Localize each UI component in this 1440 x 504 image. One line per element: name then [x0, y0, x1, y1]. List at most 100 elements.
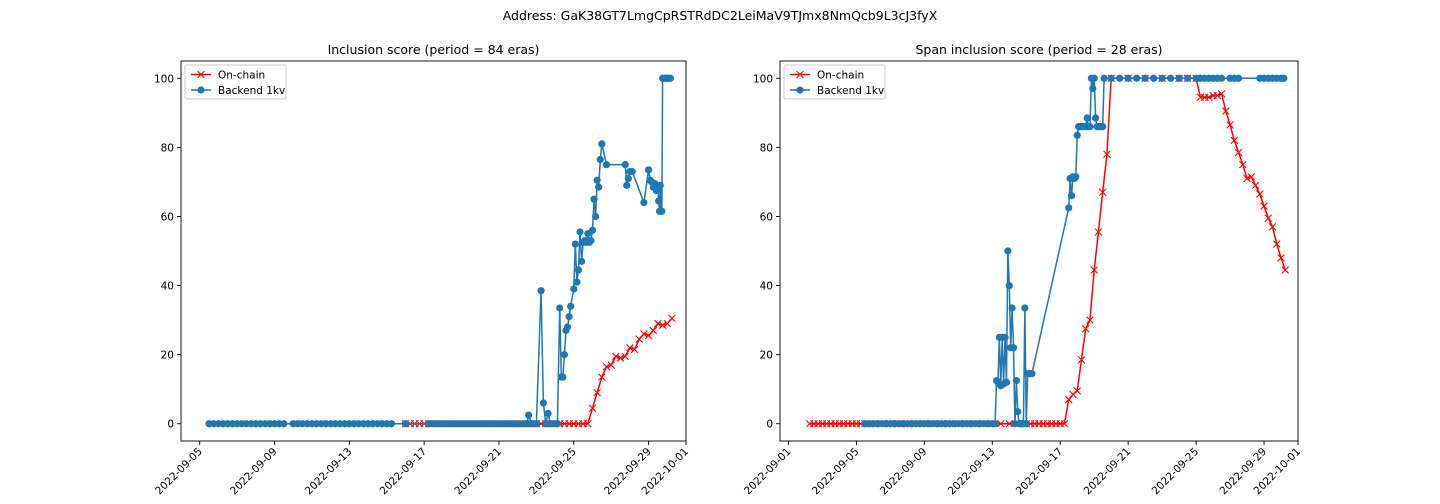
data-point	[1073, 131, 1081, 139]
data-point	[1277, 254, 1285, 262]
data-point	[1077, 356, 1086, 364]
series-backend-1kv	[861, 74, 1288, 428]
data-point	[593, 176, 601, 184]
data-point	[1213, 91, 1222, 100]
data-point	[626, 343, 634, 352]
data-point	[593, 388, 601, 397]
data-point	[621, 352, 630, 361]
data-point	[1175, 74, 1183, 82]
data-point	[588, 226, 597, 234]
data-point	[1086, 316, 1094, 324]
data-point	[1092, 114, 1100, 122]
x-tick-label: 2022-09-05	[810, 446, 862, 498]
data-point	[571, 240, 579, 248]
data-point	[595, 183, 603, 191]
legend-label: On-chain	[218, 69, 265, 81]
data-point	[596, 155, 604, 164]
data-point	[649, 326, 658, 335]
data-point	[560, 351, 569, 359]
y-tick-label: 80	[161, 142, 174, 154]
y-tick-label: 40	[161, 281, 174, 293]
data-point	[1005, 281, 1013, 290]
data-point	[1251, 181, 1260, 190]
data-point	[607, 361, 615, 369]
data-point	[1065, 204, 1073, 212]
legend-marker	[197, 70, 205, 79]
data-point	[1107, 74, 1115, 82]
data-point	[1133, 74, 1141, 82]
data-point	[640, 199, 648, 207]
data-point	[602, 362, 611, 371]
y-tick-label: 0	[167, 419, 174, 431]
data-point	[1008, 304, 1016, 312]
data-point	[624, 174, 632, 183]
data-point	[587, 237, 595, 245]
x-tick-label: 2022-09-01	[742, 446, 794, 498]
legend-label: Backend 1kv	[817, 85, 884, 97]
data-point	[658, 207, 666, 215]
data-point	[598, 140, 606, 148]
data-point	[1217, 74, 1226, 82]
data-point	[616, 354, 625, 362]
data-point	[1099, 123, 1107, 131]
data-point	[1022, 420, 1030, 428]
data-point	[563, 323, 572, 331]
data-point	[1083, 114, 1091, 122]
data-point	[1090, 266, 1098, 274]
data-point	[537, 287, 545, 295]
data-point	[628, 167, 636, 176]
x-tick-label: 2022-09-17	[378, 446, 430, 498]
legend-marker	[796, 70, 804, 79]
y-tick-label: 100	[154, 73, 174, 85]
data-point	[1150, 74, 1158, 82]
data-point	[1001, 333, 1009, 341]
data-point	[668, 314, 676, 323]
data-point	[1116, 74, 1124, 82]
data-point	[1264, 214, 1273, 222]
legend-label: On-chain	[817, 69, 864, 81]
figure-suptitle: Address: GaK38GT7LmgCpRSTRdDC2LeiMaV9TJm…	[502, 8, 938, 23]
x-tick-label: 2022-09-25	[527, 446, 579, 498]
data-point	[1005, 419, 1014, 428]
data-point	[1158, 74, 1166, 82]
series-line	[809, 77, 1286, 425]
data-point	[612, 352, 620, 361]
data-point	[651, 180, 659, 188]
data-point	[1069, 390, 1077, 399]
data-point	[576, 228, 584, 236]
series-line	[209, 77, 671, 425]
data-point	[621, 161, 629, 169]
x-tick-label: 2022-09-13	[946, 446, 998, 498]
data-point	[1009, 344, 1018, 352]
data-point	[1089, 85, 1097, 93]
data-point	[640, 330, 648, 338]
data-point	[1002, 378, 1011, 386]
inclusion-score-chart: Inclusion score (period = 84 eras) 0 20 40 6…	[153, 42, 691, 498]
x-tick-label: 2022-09-05	[153, 446, 205, 498]
x-tick-label: 2022-09-13	[303, 446, 355, 498]
data-point	[1094, 228, 1103, 236]
data-point	[1067, 192, 1076, 200]
y-tick-label: 60	[161, 211, 174, 223]
data-point	[991, 420, 999, 428]
data-point	[1141, 74, 1149, 82]
legend-marker	[796, 86, 804, 94]
data-point	[1014, 408, 1022, 416]
data-point	[1239, 160, 1247, 169]
data-point	[401, 420, 410, 428]
data-point	[658, 321, 667, 330]
data-point	[584, 419, 592, 428]
data-point	[602, 161, 611, 169]
x-tick-label: 2022-09-25	[1150, 446, 1202, 498]
plot-frame	[779, 60, 1299, 442]
data-point	[655, 197, 663, 205]
data-point	[644, 166, 653, 174]
data-point	[1230, 136, 1239, 145]
data-point	[1064, 395, 1073, 404]
y-tick-label: 60	[760, 211, 773, 223]
data-point	[1021, 304, 1029, 312]
data-point	[1073, 387, 1082, 395]
x-tick-label: 2022-09-21	[1082, 446, 1134, 498]
data-point	[598, 373, 606, 381]
data-point	[591, 212, 600, 221]
